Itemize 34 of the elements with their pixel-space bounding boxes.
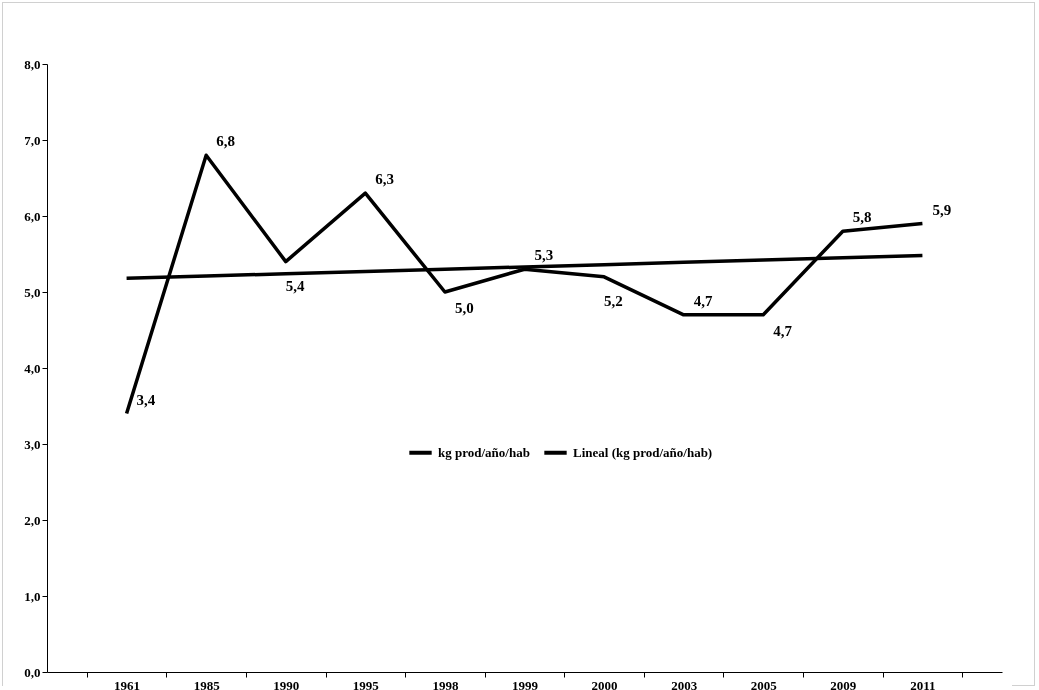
x-tick-label: 2009	[830, 677, 857, 690]
y-tick-label: 8,0	[24, 56, 41, 72]
x-tick-label: 1999	[512, 677, 539, 690]
x-tick-label: 1985	[193, 677, 221, 690]
y-tick-label: 3,0	[24, 436, 41, 452]
data-label: 5,9	[932, 201, 952, 218]
x-tick-label: 1998	[432, 677, 459, 690]
data-label: 3,4	[136, 391, 156, 408]
data-label: 6,8	[216, 133, 235, 150]
y-tick-label: 0,0	[24, 664, 41, 680]
data-label: 5,0	[454, 300, 474, 316]
y-tick-label: 4,0	[24, 360, 41, 376]
y-tick-label: 7,0	[24, 132, 41, 148]
x-tick-label: 2000	[591, 677, 618, 690]
y-tick-label: 1,0	[24, 588, 41, 604]
x-tick-label: 2011	[910, 677, 936, 690]
data-label: 5,3	[534, 247, 554, 264]
y-tick-label: 2,0	[24, 512, 41, 528]
data-label: 5,8	[852, 209, 872, 226]
x-tick-label: 1961	[114, 677, 141, 690]
data-label: 4,7	[773, 322, 793, 339]
y-tick-label: 6,0	[24, 208, 41, 224]
data-label: 6,3	[375, 171, 395, 188]
data-label: 5,2	[604, 292, 623, 309]
line-series	[124, 153, 925, 416]
legend-label: Lineal (kg prod/año/hab)	[573, 444, 713, 460]
legend-label: kg prod/año/hab	[438, 444, 530, 460]
x-tick-label: 2005	[750, 677, 778, 690]
y-tick-label: 5,0	[24, 284, 41, 300]
data-label: 4,7	[693, 292, 713, 309]
data-label: 5,4	[285, 277, 305, 294]
x-tick-label: 2003	[671, 677, 698, 690]
x-tick-label: 1990	[273, 677, 300, 690]
x-tick-label: 1995	[352, 677, 380, 690]
